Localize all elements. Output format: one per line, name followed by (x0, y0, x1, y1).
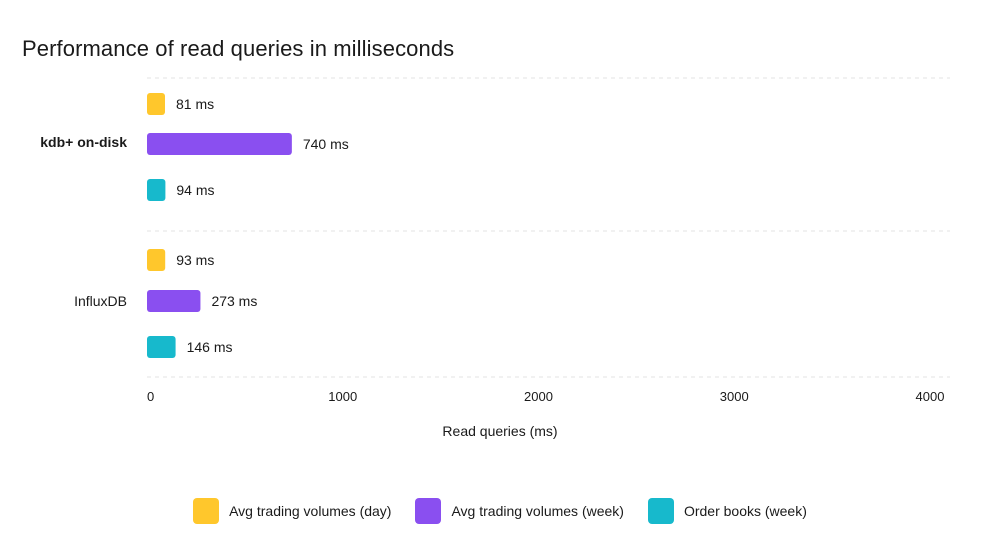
legend-item-week: Avg trading volumes (week) (415, 498, 624, 524)
bar-influxdb-week (147, 290, 201, 312)
bar-kdb-day (147, 93, 165, 115)
data-label-kdb-week: 740 ms (303, 136, 349, 152)
data-label-influxdb-week: 273 ms (211, 293, 257, 309)
bar-kdb-week (147, 133, 292, 155)
x-tick-label-1: 1000 (328, 389, 357, 404)
chart-title: Performance of read queries in milliseco… (22, 36, 455, 61)
legend-swatch-week (415, 498, 442, 524)
x-axis-label: Read queries (ms) (442, 423, 558, 439)
data-label-influxdb-day: 93 ms (176, 252, 214, 268)
legend-label-orderbooks: Order books (week) (683, 503, 807, 519)
legend-swatch-day (193, 498, 220, 524)
legend-swatch-orderbooks (647, 498, 674, 524)
bar-kdb-orderbooks (147, 179, 166, 201)
x-tick-label-0: 0 (147, 389, 154, 404)
x-tick-label-4: 4000 (916, 389, 945, 404)
category-label-influxdb: InfluxDB (74, 293, 127, 309)
data-label-kdb-day: 81 ms (176, 96, 214, 112)
legend-label-day: Avg trading volumes (day) (229, 503, 392, 519)
x-tick-label-3: 3000 (720, 389, 749, 404)
data-label-kdb-orderbooks: 94 ms (176, 182, 214, 198)
legend: Avg trading volumes (day) Avg trading vo… (0, 498, 1000, 524)
legend-item-orderbooks: Order books (week) (647, 498, 807, 524)
category-label-kdb: kdb+ on-disk (40, 134, 127, 150)
legend-label-week: Avg trading volumes (week) (451, 503, 624, 519)
legend-item-day: Avg trading volumes (day) (193, 498, 391, 524)
bar-influxdb-day (147, 249, 166, 271)
data-label-influxdb-orderbooks: 146 ms (187, 339, 233, 355)
x-tick-label-2: 2000 (524, 389, 553, 404)
bar-influxdb-orderbooks (147, 336, 176, 358)
